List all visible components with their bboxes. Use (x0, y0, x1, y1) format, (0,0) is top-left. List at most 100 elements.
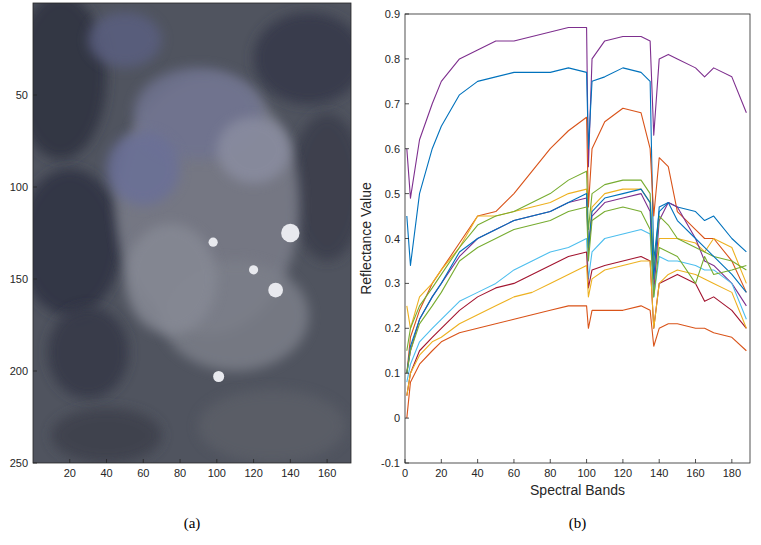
y-tick (33, 95, 37, 96)
image-region (254, 12, 351, 104)
x-tick-label: 0 (402, 467, 408, 479)
x-tick (586, 459, 587, 463)
x-tick (69, 459, 70, 463)
y-tick-label: 100 (10, 181, 28, 193)
image-region (51, 408, 161, 463)
spectral-line (407, 68, 747, 266)
x-tick (106, 459, 107, 463)
x-tick-label: 80 (174, 467, 186, 479)
x-tick (441, 459, 442, 463)
y-tick (405, 58, 409, 59)
image-region (48, 307, 129, 399)
y-tick-label: 0.2 (385, 322, 400, 334)
x-tick (695, 459, 696, 463)
image-region (88, 12, 162, 67)
x-tick (731, 459, 732, 463)
x-tick (622, 459, 623, 463)
y-axis-title: Reflectance Value (358, 182, 374, 295)
y-tick (405, 283, 409, 284)
y-tick-label: 0.6 (385, 143, 400, 155)
x-tick (405, 459, 406, 463)
x-tick (477, 459, 478, 463)
spectral-line (407, 27, 747, 198)
y-tick-label: 0.1 (385, 367, 400, 379)
image-bright-spot (281, 224, 299, 242)
y-tick (33, 279, 37, 280)
figure: 20 40 60 80 100 120 140 160 50 100 150 200 250 (a) 0 20… (0, 0, 761, 545)
image-bright-spot (249, 265, 258, 274)
y-tick-label: 200 (10, 365, 28, 377)
y-tick-label: 250 (10, 457, 28, 469)
y-tick-label: 0.5 (385, 188, 400, 200)
plot-area (405, 14, 750, 463)
x-tick (550, 459, 551, 463)
y-tick (405, 148, 409, 149)
x-tick (216, 459, 217, 463)
y-tick (405, 103, 409, 104)
axes-frame (405, 14, 750, 463)
y-tick-label: 0.3 (385, 277, 400, 289)
x-tick-label: 80 (544, 467, 556, 479)
x-tick-label: 120 (244, 467, 262, 479)
y-tick (405, 418, 409, 419)
y-tick-label: 0.9 (385, 8, 400, 20)
image-bright-spot (268, 283, 283, 298)
caption: (b) (569, 515, 587, 532)
y-tick-label: 0.8 (385, 53, 400, 65)
x-tick-label: 100 (577, 467, 595, 479)
image-region (33, 169, 121, 316)
y-tick-label: 50 (16, 89, 28, 101)
x-tick-label: 40 (100, 467, 112, 479)
x-tick-label: 20 (64, 467, 76, 479)
x-tick (180, 459, 181, 463)
image-region (125, 224, 217, 334)
y-tick-label: 150 (10, 273, 28, 285)
x-tick-label: 160 (686, 467, 704, 479)
image-region (290, 113, 351, 260)
x-tick-label: 160 (318, 467, 336, 479)
x-tick-label: 180 (723, 467, 741, 479)
spectral-line (407, 189, 747, 373)
spectral-line (407, 306, 747, 418)
y-tick (405, 328, 409, 329)
y-tick-label: 0.4 (385, 233, 400, 245)
x-tick-label: 140 (650, 467, 668, 479)
x-tick (327, 459, 328, 463)
image-region (217, 117, 291, 183)
x-tick-label: 120 (614, 467, 632, 479)
y-tick (33, 463, 37, 464)
y-tick (405, 193, 409, 194)
x-axis-title: Spectral Bands (530, 482, 625, 498)
x-tick-label: 20 (435, 467, 447, 479)
x-tick (143, 459, 144, 463)
x-tick-label: 140 (281, 467, 299, 479)
y-tick (33, 187, 37, 188)
y-tick (405, 238, 409, 239)
y-tick (405, 14, 409, 15)
series-group (407, 27, 747, 418)
y-tick-label: 0.7 (385, 98, 400, 110)
x-tick (513, 459, 514, 463)
image-content (33, 3, 351, 463)
x-tick (290, 459, 291, 463)
x-tick-label: 100 (208, 467, 226, 479)
x-tick (659, 459, 660, 463)
image-bright-spot (213, 371, 224, 382)
y-tick (33, 371, 37, 372)
caption: (a) (184, 515, 201, 532)
x-tick-label: 60 (508, 467, 520, 479)
x-tick-label: 40 (472, 467, 484, 479)
y-tick (405, 463, 409, 464)
image-bright-spot (209, 238, 218, 247)
y-tick (405, 373, 409, 374)
spectral-line (407, 252, 747, 396)
y-tick-label: -0.1 (381, 457, 400, 469)
x-tick (253, 459, 254, 463)
spectral-line (407, 194, 747, 374)
axes-frame (33, 3, 351, 463)
spectral-line (407, 207, 747, 373)
image-region (106, 132, 180, 206)
image-region (198, 389, 345, 463)
x-tick-label: 60 (137, 467, 149, 479)
spectral-line (407, 261, 747, 396)
